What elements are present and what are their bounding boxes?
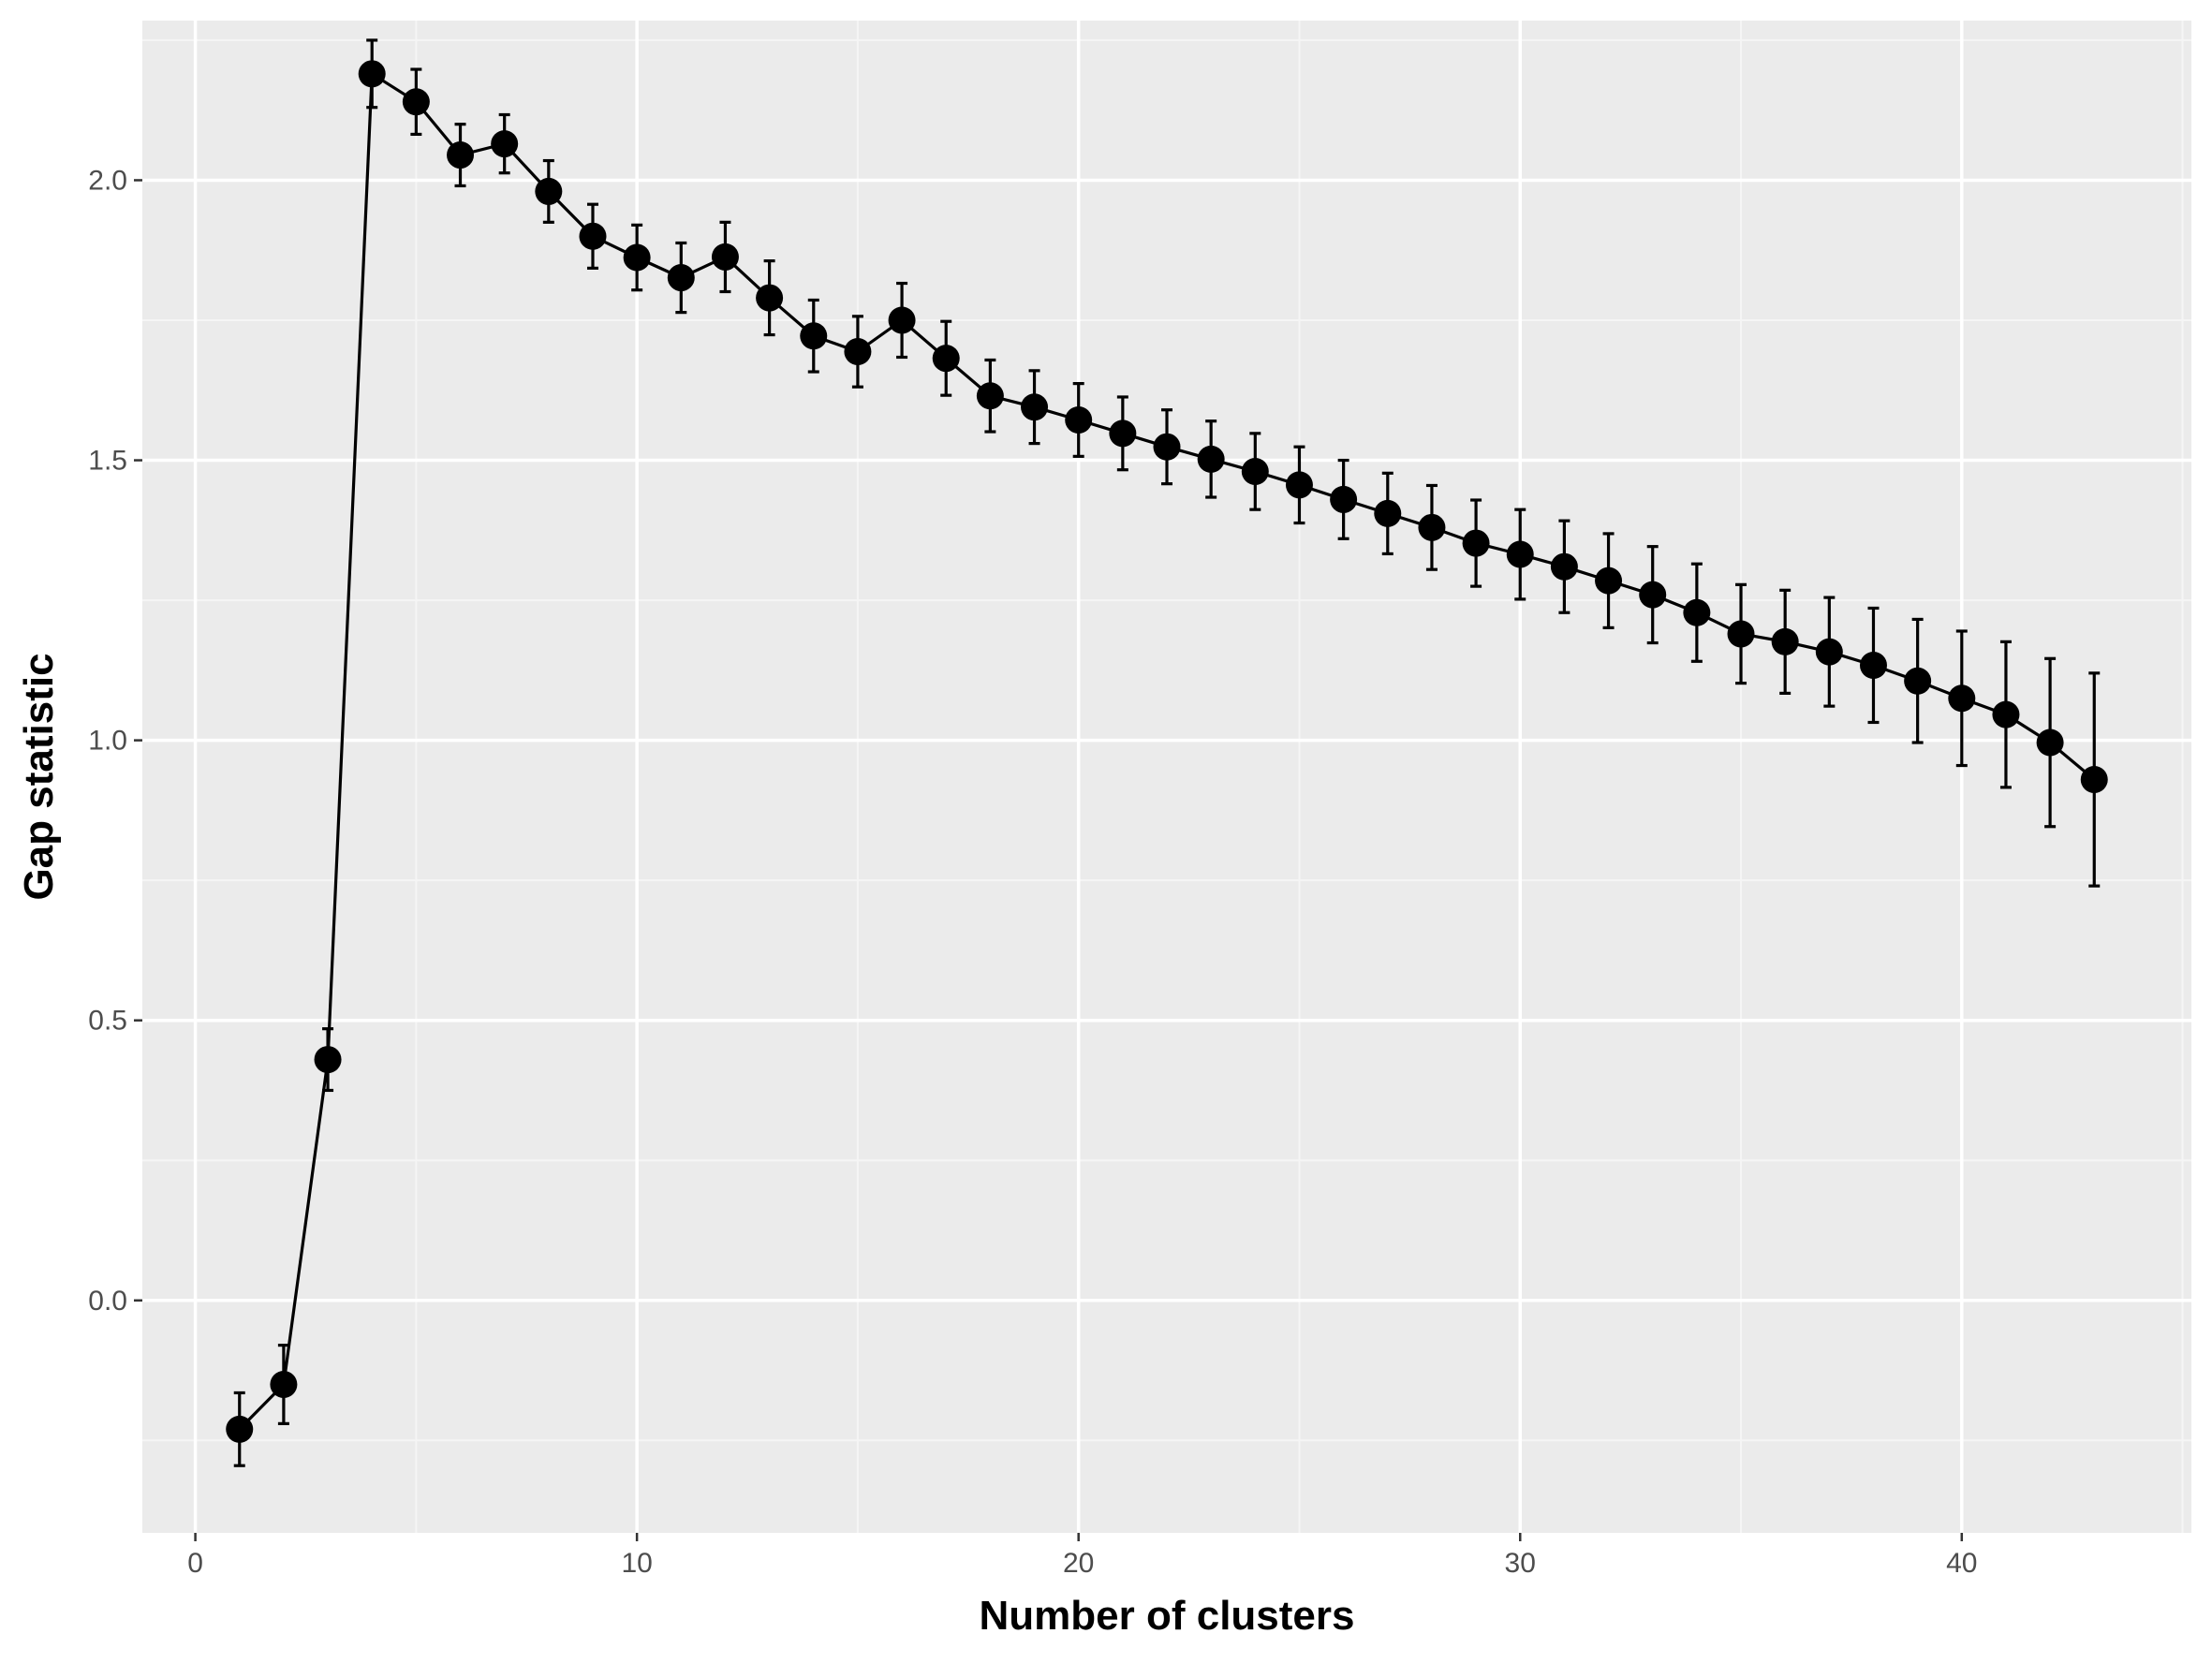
- data-point: [1639, 581, 1667, 609]
- data-point: [1197, 445, 1225, 473]
- data-point: [932, 345, 960, 373]
- data-point: [1285, 471, 1313, 499]
- data-point: [623, 243, 651, 272]
- x-axis-title: Number of clusters: [980, 1593, 1355, 1639]
- data-point: [1550, 552, 1578, 581]
- data-point: [579, 222, 607, 250]
- y-tick-label: 2.0: [88, 165, 127, 196]
- y-tick-label: 0.0: [88, 1286, 127, 1317]
- data-point: [358, 60, 386, 88]
- data-point: [1374, 499, 1402, 527]
- data-point: [402, 88, 430, 116]
- data-point: [1859, 651, 1887, 679]
- data-point: [1595, 567, 1623, 595]
- data-point: [491, 130, 519, 158]
- data-point: [447, 141, 475, 169]
- data-point: [1506, 540, 1534, 568]
- data-point: [711, 243, 739, 271]
- data-point: [1904, 667, 1932, 695]
- data-point: [1021, 393, 1049, 421]
- series-layer: [226, 38, 2108, 1467]
- data-point: [844, 338, 872, 366]
- data-point: [1727, 620, 1755, 648]
- data-point: [1462, 529, 1490, 557]
- data-point: [1948, 684, 1976, 713]
- data-point: [1153, 433, 1181, 461]
- x-tick-label: 20: [1063, 1548, 1094, 1579]
- data-point: [756, 284, 784, 312]
- x-tick-label: 10: [621, 1548, 652, 1579]
- minor-gridlines: [142, 21, 2191, 1533]
- data-point: [1109, 419, 1137, 448]
- data-point: [1815, 638, 1843, 666]
- y-tick-label: 1.0: [88, 726, 127, 757]
- data-point: [1683, 598, 1711, 626]
- data-point: [226, 1415, 254, 1443]
- data-point: [1418, 513, 1446, 541]
- data-point: [1992, 700, 2020, 728]
- plot-panel: [142, 21, 2191, 1533]
- data-point: [888, 306, 916, 334]
- data-point: [535, 177, 563, 205]
- data-point: [2080, 765, 2108, 793]
- data-point: [976, 382, 1004, 410]
- data-point: [1771, 627, 1799, 655]
- y-tick-label: 1.5: [88, 446, 127, 477]
- x-tick-label: 40: [1946, 1548, 1977, 1579]
- y-axis-title: Gap statistic: [16, 653, 62, 900]
- data-point: [1330, 485, 1358, 513]
- data-point: [1065, 405, 1093, 434]
- major-gridlines: [142, 21, 2191, 1533]
- data-point: [2036, 728, 2064, 757]
- data-point: [314, 1046, 342, 1074]
- axes-layer: 0 10 20 30 40 0.0 0.5 1.0 1.5 2.0: [88, 165, 1977, 1579]
- y-tick-label: 0.5: [88, 1006, 127, 1037]
- data-point: [667, 264, 695, 292]
- data-point: [1241, 458, 1269, 486]
- data-point: [270, 1370, 298, 1398]
- x-tick-label: 0: [187, 1548, 203, 1579]
- data-point: [800, 322, 828, 350]
- x-tick-label: 30: [1505, 1548, 1536, 1579]
